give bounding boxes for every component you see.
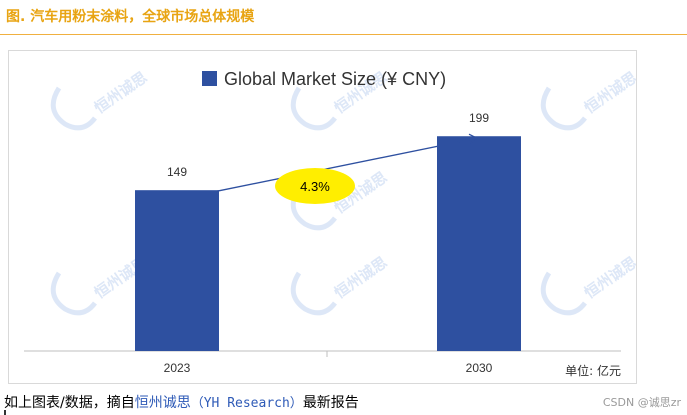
data-label-2030: 199 <box>469 111 489 125</box>
legend-swatch <box>202 71 217 86</box>
cagr-bubble <box>275 168 355 204</box>
watermark-logo: 恒州诚思 <box>290 253 390 316</box>
x-tick-label-2030: 2030 <box>466 361 493 375</box>
footer-suffix: 最新报告 <box>302 395 359 411</box>
cagr-label: 4.3% <box>300 179 330 194</box>
svg-text:恒州诚思: 恒州诚思 <box>331 253 390 302</box>
x-tick-label-2023: 2023 <box>164 361 191 375</box>
figure-title: 图. 汽车用粉末涂料，全球市场总体规模 <box>6 9 255 25</box>
footer-brand-link[interactable]: 恒州诚思 <box>134 395 191 411</box>
watermark-logo: 恒州诚思 <box>540 253 636 316</box>
svg-text:恒州诚思: 恒州诚思 <box>581 68 636 117</box>
unit-label: 单位: 亿元 <box>565 363 621 378</box>
trend-arrowhead <box>468 133 479 144</box>
footer-research-link[interactable]: （YH Research） <box>190 396 303 411</box>
chart-frame: 恒州诚思 恒州诚思 恒州诚思 恒州诚思 恒州诚思 恒州诚思 恒州诚思 Global Mark… <box>8 50 637 384</box>
bar-series: 149 2023 199 2030 <box>135 111 521 375</box>
svg-text:恒州诚思: 恒州诚思 <box>581 253 636 302</box>
trend-group: 4.3% <box>216 133 479 204</box>
csdn-watermark: CSDN @诚思zr <box>602 396 681 409</box>
bar-2023 <box>135 190 219 351</box>
watermark-logo: 恒州诚思 <box>50 68 150 131</box>
watermark-logo: 恒州诚思 <box>540 68 636 131</box>
cagr-trend-line <box>216 137 478 192</box>
legend-label: Global Market Size (¥ CNY) <box>224 69 446 89</box>
footer-prefix: 如上图表/数据，摘自 <box>4 395 135 411</box>
text-cursor <box>4 410 6 415</box>
data-label-2023: 149 <box>167 165 187 179</box>
footer-source: 如上图表/数据，摘自恒州诚思（YH Research）最新报告 <box>4 392 359 412</box>
svg-text:恒州诚思: 恒州诚思 <box>91 68 150 117</box>
bar-2030 <box>437 136 521 351</box>
title-divider <box>0 34 687 35</box>
